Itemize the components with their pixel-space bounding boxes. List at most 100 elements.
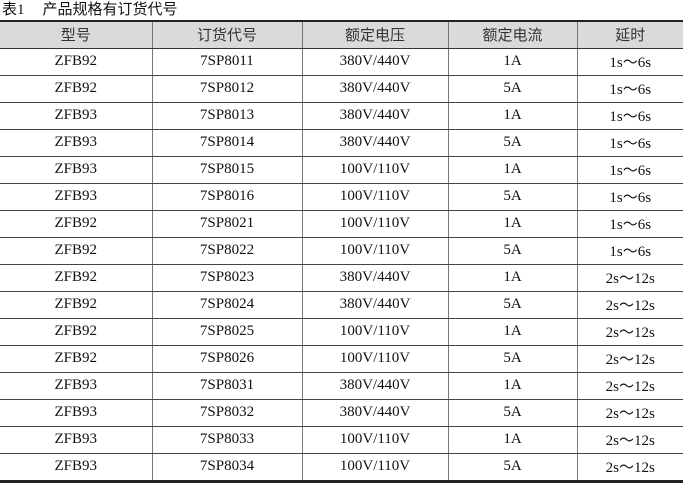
- cell-model: ZFB93: [0, 372, 152, 400]
- cell-rated-voltage: 100V/110V: [301, 426, 448, 454]
- cell-rated-current: 5A: [447, 183, 577, 211]
- cell-order-code: 7SP8013: [151, 102, 302, 130]
- cell-order-code: 7SP8015: [151, 156, 302, 184]
- cell-rated-voltage: 380V/440V: [301, 75, 448, 103]
- cell-rated-current: 1A: [447, 426, 577, 454]
- header-order-code: 订货代号: [151, 20, 302, 49]
- cell-delay: 1s～6s: [576, 48, 683, 76]
- cell-delay: 1s～6s: [576, 75, 683, 103]
- cell-rated-current: 1A: [447, 264, 577, 292]
- cell-order-code: 7SP8011: [151, 48, 302, 76]
- cell-model: ZFB93: [0, 399, 152, 427]
- cell-model: ZFB92: [0, 318, 152, 346]
- product-spec-table: 型号 订货代号 额定电压 额定电流 延时 ZFB92 7SP8011 380V/440V 1A…: [0, 20, 683, 483]
- cell-model: ZFB93: [0, 183, 152, 211]
- cell-delay: 2s～12s: [576, 453, 683, 483]
- cell-order-code: 7SP8026: [151, 345, 302, 373]
- cell-order-code: 7SP8016: [151, 183, 302, 211]
- cell-order-code: 7SP8024: [151, 291, 302, 319]
- cell-delay: 2s～12s: [576, 264, 683, 292]
- cell-model: ZFB92: [0, 237, 152, 265]
- table-row: ZFB92 7SP8022 100V/110V 5A 1s～6s: [0, 237, 683, 265]
- cell-rated-voltage: 100V/110V: [301, 183, 448, 211]
- cell-model: ZFB93: [0, 102, 152, 130]
- header-model: 型号: [0, 20, 152, 49]
- cell-model: ZFB92: [0, 210, 152, 238]
- cell-rated-current: 5A: [447, 237, 577, 265]
- table-row: ZFB92 7SP8021 100V/110V 1A 1s～6s: [0, 210, 683, 238]
- table-row: ZFB92 7SP8023 380V/440V 1A 2s～12s: [0, 264, 683, 292]
- cell-order-code: 7SP8031: [151, 372, 302, 400]
- cell-delay: 2s～12s: [576, 399, 683, 427]
- cell-rated-voltage: 100V/110V: [301, 156, 448, 184]
- table-number: 表1: [2, 2, 25, 18]
- cell-delay: 1s～6s: [576, 156, 683, 184]
- header-row: 型号 订货代号 额定电压 额定电流 延时: [0, 20, 683, 49]
- cell-rated-voltage: 380V/440V: [301, 129, 448, 157]
- cell-rated-voltage: 100V/110V: [301, 237, 448, 265]
- cell-order-code: 7SP8021: [151, 210, 302, 238]
- header-delay: 延时: [576, 20, 683, 49]
- cell-model: ZFB92: [0, 264, 152, 292]
- cell-rated-current: 1A: [447, 48, 577, 76]
- table-row: ZFB93 7SP8015 100V/110V 1A 1s～6s: [0, 156, 683, 184]
- cell-rated-voltage: 380V/440V: [301, 264, 448, 292]
- cell-rated-current: 5A: [447, 345, 577, 373]
- table-caption: 表1 产品规格有订货代号: [2, 0, 196, 20]
- table-row: ZFB92 7SP8025 100V/110V 1A 2s～12s: [0, 318, 683, 346]
- cell-rated-current: 5A: [447, 291, 577, 319]
- cell-model: ZFB93: [0, 453, 152, 483]
- cell-rated-voltage: 380V/440V: [301, 372, 448, 400]
- table-row: ZFB93 7SP8031 380V/440V 1A 2s～12s: [0, 372, 683, 400]
- cell-rated-current: 1A: [447, 156, 577, 184]
- cell-rated-voltage: 100V/110V: [301, 318, 448, 346]
- cell-rated-voltage: 100V/110V: [301, 210, 448, 238]
- cell-model: ZFB92: [0, 291, 152, 319]
- cell-rated-voltage: 380V/440V: [301, 102, 448, 130]
- cell-rated-voltage: 380V/440V: [301, 399, 448, 427]
- cell-rated-current: 5A: [447, 75, 577, 103]
- cell-rated-current: 5A: [447, 453, 577, 483]
- cell-rated-current: 5A: [447, 399, 577, 427]
- table-row: ZFB93 7SP8034 100V/110V 5A 2s～12s: [0, 453, 683, 483]
- cell-delay: 1s～6s: [576, 102, 683, 130]
- table-row: ZFB93 7SP8032 380V/440V 5A 2s～12s: [0, 399, 683, 427]
- cell-delay: 1s～6s: [576, 210, 683, 238]
- cell-model: ZFB92: [0, 75, 152, 103]
- cell-delay: 2s～12s: [576, 318, 683, 346]
- cell-delay: 2s～12s: [576, 372, 683, 400]
- cell-order-code: 7SP8032: [151, 399, 302, 427]
- table-row: ZFB93 7SP8014 380V/440V 5A 1s～6s: [0, 129, 683, 157]
- cell-delay: 2s～12s: [576, 426, 683, 454]
- cell-rated-voltage: 100V/110V: [301, 345, 448, 373]
- cell-delay: 1s～6s: [576, 237, 683, 265]
- cell-rated-voltage: 380V/440V: [301, 48, 448, 76]
- cell-rated-current: 1A: [447, 372, 577, 400]
- cell-delay: 2s～12s: [576, 291, 683, 319]
- cell-model: ZFB93: [0, 426, 152, 454]
- cell-model: ZFB92: [0, 345, 152, 373]
- table-row: ZFB92 7SP8026 100V/110V 5A 2s～12s: [0, 345, 683, 373]
- cell-order-code: 7SP8033: [151, 426, 302, 454]
- cell-delay: 2s～12s: [576, 345, 683, 373]
- cell-delay: 1s～6s: [576, 129, 683, 157]
- cell-order-code: 7SP8022: [151, 237, 302, 265]
- cell-model: ZFB93: [0, 156, 152, 184]
- cell-rated-voltage: 100V/110V: [301, 453, 448, 483]
- cell-rated-voltage: 380V/440V: [301, 291, 448, 319]
- table-row: ZFB93 7SP8013 380V/440V 1A 1s～6s: [0, 102, 683, 130]
- cell-model: ZFB92: [0, 48, 152, 76]
- cell-order-code: 7SP8012: [151, 75, 302, 103]
- cell-rated-current: 1A: [447, 210, 577, 238]
- header-rated-current: 额定电流: [447, 20, 577, 49]
- cell-rated-current: 5A: [447, 129, 577, 157]
- header-rated-voltage: 额定电压: [301, 20, 448, 49]
- table-row: ZFB93 7SP8033 100V/110V 1A 2s～12s: [0, 426, 683, 454]
- cell-order-code: 7SP8025: [151, 318, 302, 346]
- cell-order-code: 7SP8034: [151, 453, 302, 483]
- cell-rated-current: 1A: [447, 318, 577, 346]
- cell-order-code: 7SP8023: [151, 264, 302, 292]
- cell-rated-current: 1A: [447, 102, 577, 130]
- table-row: ZFB92 7SP8024 380V/440V 5A 2s～12s: [0, 291, 683, 319]
- table-row: ZFB93 7SP8016 100V/110V 5A 1s～6s: [0, 183, 683, 211]
